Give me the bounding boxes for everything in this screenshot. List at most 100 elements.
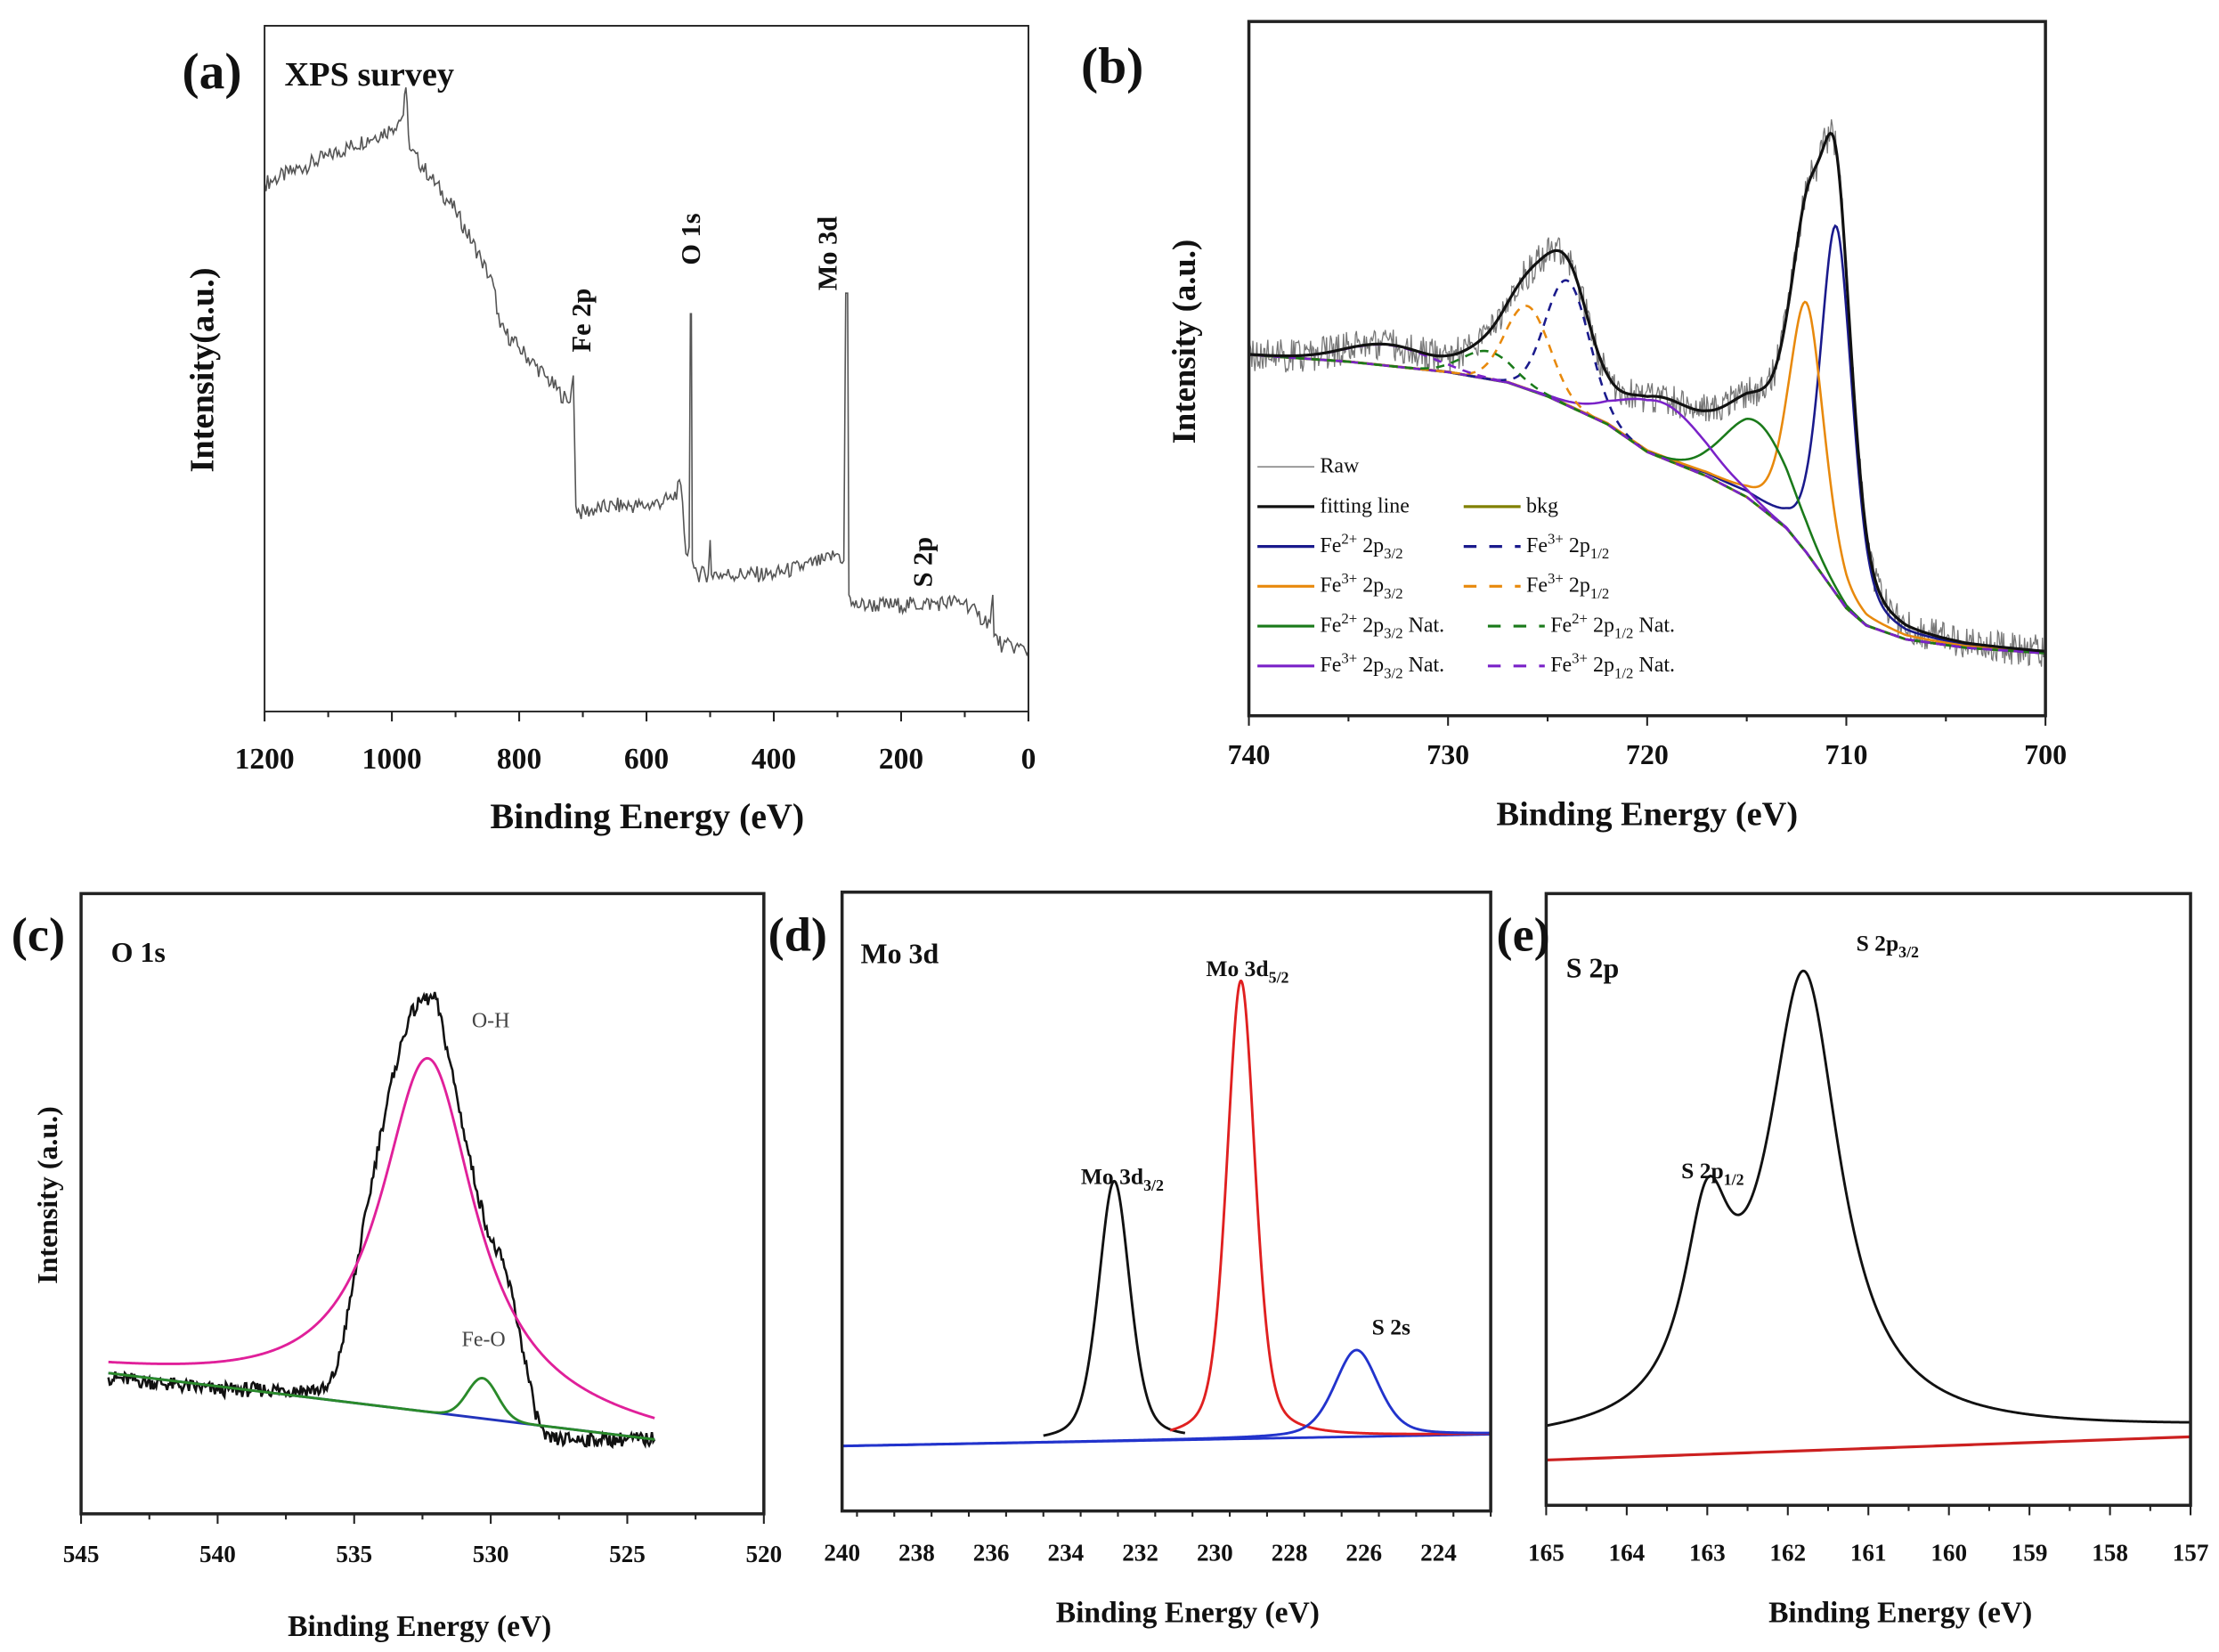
label-part: 2p <box>1564 534 1590 557</box>
peak-component <box>1169 980 1492 1436</box>
label-part: Fe <box>1550 654 1572 677</box>
x-tick-label: 157 <box>2173 1540 2209 1567</box>
legend-label: Fe2+ 2p3/2 <box>1320 530 1402 562</box>
peak-annotation: S 2p <box>907 537 938 588</box>
y-axis-label: Intensity(a.u.) <box>184 268 222 473</box>
superscript: 3+ <box>1341 570 1357 587</box>
x-tick-label: 1000 <box>362 743 422 776</box>
panel-label: (a) <box>182 44 241 100</box>
superscript: 3+ <box>1341 650 1357 667</box>
x-tick-label: 163 <box>1689 1540 1726 1567</box>
x-tick-label: 720 <box>1626 739 1669 770</box>
raw-spectrum <box>107 991 656 1450</box>
label-part: Raw <box>1320 455 1360 478</box>
peak-component <box>841 1348 1492 1448</box>
label-part: bkg <box>1526 494 1558 517</box>
superscript: 3+ <box>1548 530 1564 547</box>
panel-label: (d) <box>768 907 827 961</box>
peak-annotation: O-H <box>472 1010 510 1033</box>
peak-annotation: O 1s <box>676 213 706 264</box>
x-axis-label: Binding Energy (eV) <box>1768 1596 2032 1629</box>
peak-annotation: S 2p1/2 <box>1681 1158 1744 1189</box>
label-part: Fe <box>1320 534 1341 557</box>
x-tick-label: 700 <box>2024 739 2067 770</box>
baseline-line <box>1546 1435 2191 1462</box>
peak-component <box>1248 300 2046 654</box>
plot-frame <box>1247 20 2047 718</box>
peak-component <box>108 1371 655 1441</box>
plot-frame <box>264 24 1029 712</box>
label-part: Fe <box>1526 534 1548 557</box>
peak-component <box>1248 343 2046 655</box>
x-tick-label: 224 <box>1420 1540 1457 1567</box>
x-tick-label: 530 <box>473 1541 509 1567</box>
x-axis-label: Binding Energy (eV) <box>1056 1596 1320 1629</box>
panel-title: O 1s <box>111 937 166 968</box>
label-part: Fe <box>1550 614 1572 637</box>
label-part: Nat. <box>1403 614 1445 637</box>
x-tick-label: 540 <box>199 1541 236 1567</box>
peak-annotation: Mo 3d5/2 <box>1206 956 1288 987</box>
legend-label: bkg <box>1526 494 1558 517</box>
legend-label: Fe3+ 2p3/2 Nat. <box>1320 650 1444 682</box>
panel-d: 240 238 236 234 232 230 228 226 224 Binding Energ… <box>768 891 1492 1629</box>
plot-area <box>1546 969 2191 1462</box>
label-part: Nat. <box>1403 654 1445 677</box>
peak-annotation: S 2p3/2 <box>1857 930 1919 961</box>
panel-b: 740 730 720 710 700 Binding Energy (eV) Intens… <box>1081 20 2067 834</box>
legend-label: Fe3+ 2p1/2 <box>1526 570 1609 602</box>
superscript: 2+ <box>1341 530 1357 547</box>
panel-title: Mo 3d <box>860 939 939 970</box>
legend-label: fitting line <box>1320 494 1409 517</box>
plot-frame <box>840 891 1492 1513</box>
label-part: S 2p <box>1681 1158 1724 1184</box>
x-tick-label: 159 <box>2012 1540 2048 1567</box>
x-tick-label: 240 <box>824 1540 860 1567</box>
label-part: 2p <box>1357 654 1384 677</box>
peak-annotation: Fe 2p <box>566 289 597 353</box>
superscript: 2+ <box>1572 610 1588 627</box>
x-tick-label: 200 <box>879 743 923 776</box>
x-tick-label: 520 <box>745 1541 782 1567</box>
peak-component <box>1248 305 2046 655</box>
panel-label: (b) <box>1081 38 1143 94</box>
label-part: Nat. <box>1633 654 1675 677</box>
label-part: Mo 3d <box>1206 956 1268 981</box>
plot-area <box>107 991 656 1450</box>
peak-annotation: Mo 3d <box>812 216 842 291</box>
x-tick-label: 161 <box>1850 1540 1887 1567</box>
x-tick-label: 238 <box>898 1540 935 1567</box>
label-part: 2p <box>1564 574 1590 598</box>
peak-annotation: Fe-O <box>462 1328 506 1351</box>
x-tick-label: 232 <box>1122 1540 1158 1567</box>
x-tick-label: 234 <box>1048 1540 1085 1567</box>
x-tick-label: 226 <box>1345 1540 1382 1567</box>
panel-label: (c) <box>12 907 65 961</box>
x-tick-label: 158 <box>2092 1540 2128 1567</box>
label-part: S 2s <box>1372 1314 1410 1340</box>
x-tick-label: 236 <box>973 1540 1010 1567</box>
label-part: 2p <box>1357 614 1384 637</box>
label-part: Fe <box>1320 614 1341 637</box>
x-tick-label: 730 <box>1426 739 1469 770</box>
x-tick-label: 162 <box>1769 1540 1806 1567</box>
subscript: 3/2 <box>1384 664 1402 681</box>
legend-label: Fe3+ 2p1/2 Nat. <box>1550 650 1675 682</box>
label-part: Fe <box>1320 654 1341 677</box>
superscript: 2+ <box>1341 610 1357 627</box>
panel-e: 165 164 163 162 161 160 159 158 157 Binding Energ… <box>1497 891 2209 1629</box>
superscript: 3+ <box>1548 570 1564 587</box>
peak-component <box>108 1056 655 1420</box>
label-part: fitting line <box>1320 494 1409 517</box>
x-tick-label: 228 <box>1272 1540 1308 1567</box>
x-tick-label: 710 <box>1825 739 1868 770</box>
plot-area <box>841 980 1492 1448</box>
peak-annotation: Mo 3d3/2 <box>1081 1163 1164 1194</box>
legend-label: Fe2+ 2p3/2 Nat. <box>1320 610 1444 642</box>
x-axis-label: Binding Energy (eV) <box>288 1610 551 1643</box>
label-part: Fe <box>1526 574 1548 598</box>
plot-area <box>264 87 1028 657</box>
x-tick-label: 600 <box>624 743 669 776</box>
x-tick-label: 160 <box>1930 1540 1967 1567</box>
